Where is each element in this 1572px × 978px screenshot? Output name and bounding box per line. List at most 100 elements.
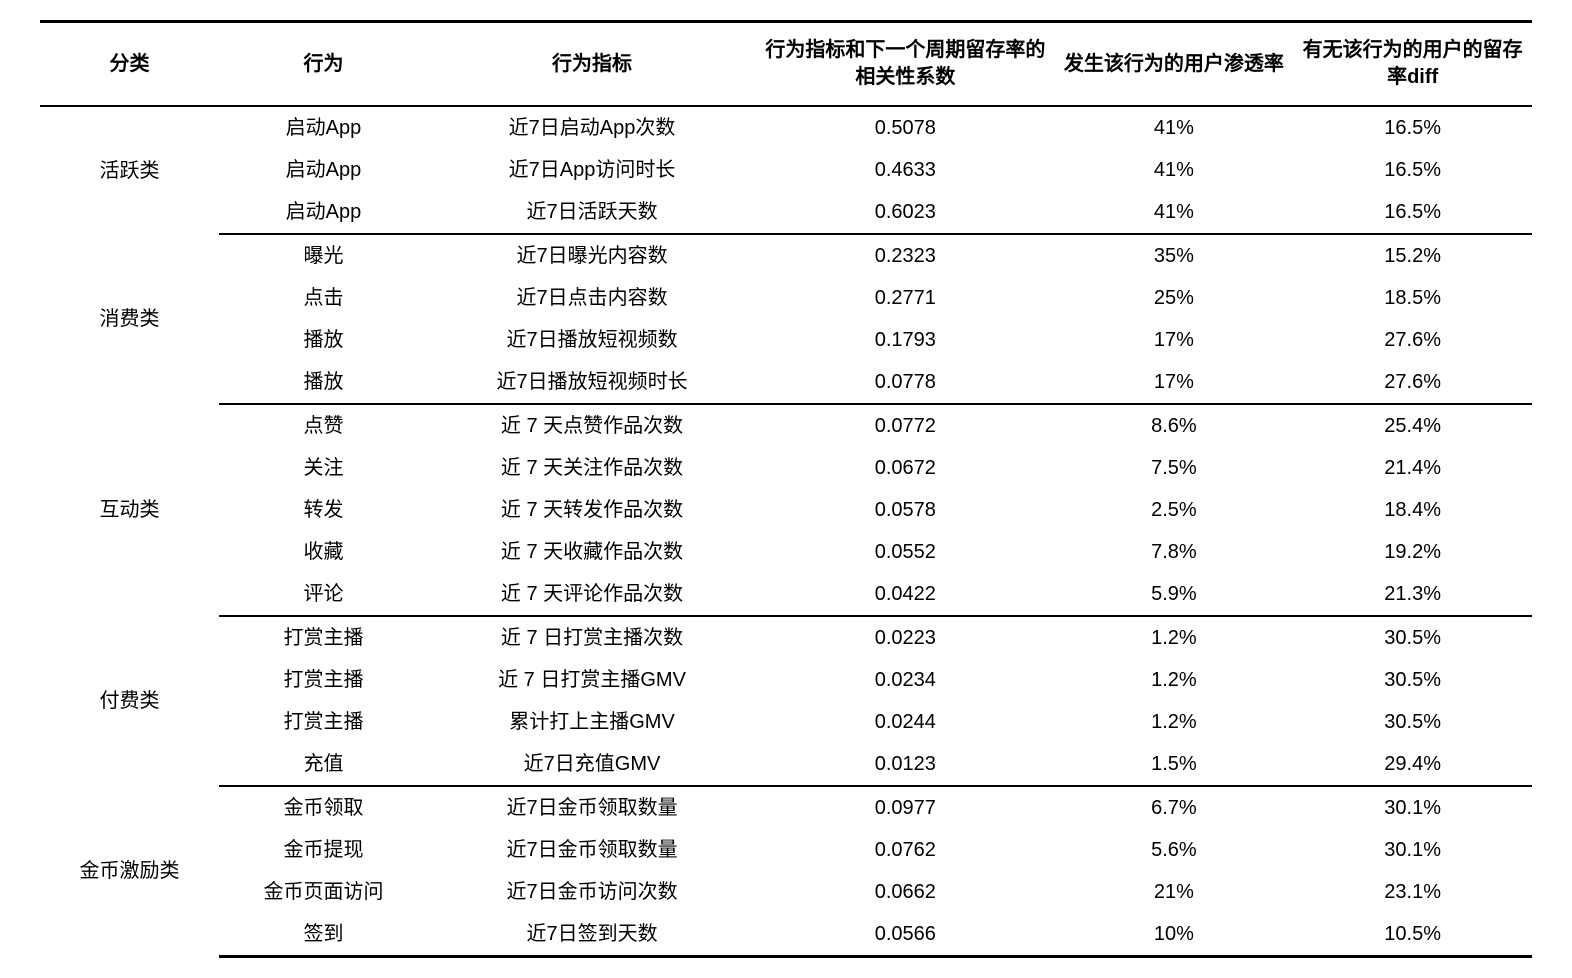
penetration-cell: 2.5% [1055, 489, 1294, 531]
table-row: 启动App近7日活跃天数0.602341%16.5% [40, 191, 1532, 234]
diff-cell: 30.1% [1293, 786, 1532, 829]
indicator-cell: 累计打上主播GMV [428, 701, 756, 743]
table-row: 播放近7日播放短视频时长0.077817%27.6% [40, 361, 1532, 404]
penetration-cell: 7.5% [1055, 447, 1294, 489]
penetration-cell: 10% [1055, 913, 1294, 957]
col-header-category: 分类 [40, 22, 219, 107]
indicator-cell: 近7日金币访问次数 [428, 871, 756, 913]
indicator-cell: 近7日播放短视频时长 [428, 361, 756, 404]
indicator-cell: 近 7 天评论作品次数 [428, 573, 756, 616]
penetration-cell: 8.6% [1055, 404, 1294, 447]
penetration-cell: 35% [1055, 234, 1294, 277]
behavior-cell: 启动App [219, 149, 428, 191]
behavior-cell: 关注 [219, 447, 428, 489]
indicator-cell: 近 7 天关注作品次数 [428, 447, 756, 489]
indicator-cell: 近7日活跃天数 [428, 191, 756, 234]
correlation-cell: 0.0552 [756, 531, 1054, 573]
metrics-table: 分类 行为 行为指标 行为指标和下一个周期留存率的相关性系数 发生该行为的用户渗… [40, 20, 1532, 958]
correlation-cell: 0.0778 [756, 361, 1054, 404]
correlation-cell: 0.0223 [756, 616, 1054, 659]
diff-cell: 21.3% [1293, 573, 1532, 616]
category-cell: 金币激励类 [40, 786, 219, 957]
behavior-cell: 曝光 [219, 234, 428, 277]
table-row: 消费类曝光近7日曝光内容数0.232335%15.2% [40, 234, 1532, 277]
diff-cell: 25.4% [1293, 404, 1532, 447]
behavior-cell: 签到 [219, 913, 428, 957]
behavior-cell: 启动App [219, 106, 428, 149]
indicator-cell: 近7日播放短视频数 [428, 319, 756, 361]
behavior-cell: 打赏主播 [219, 701, 428, 743]
penetration-cell: 25% [1055, 277, 1294, 319]
indicator-cell: 近7日曝光内容数 [428, 234, 756, 277]
behavior-cell: 充值 [219, 743, 428, 786]
correlation-cell: 0.0422 [756, 573, 1054, 616]
penetration-cell: 41% [1055, 149, 1294, 191]
correlation-cell: 0.2771 [756, 277, 1054, 319]
table-row: 启动App近7日App访问时长0.463341%16.5% [40, 149, 1532, 191]
indicator-cell: 近7日金币领取数量 [428, 829, 756, 871]
behavior-cell: 金币领取 [219, 786, 428, 829]
behavior-cell: 金币页面访问 [219, 871, 428, 913]
penetration-cell: 1.2% [1055, 701, 1294, 743]
table-row: 打赏主播累计打上主播GMV0.02441.2%30.5% [40, 701, 1532, 743]
penetration-cell: 21% [1055, 871, 1294, 913]
behavior-cell: 金币提现 [219, 829, 428, 871]
behavior-cell: 转发 [219, 489, 428, 531]
table-row: 评论近 7 天评论作品次数0.04225.9%21.3% [40, 573, 1532, 616]
indicator-cell: 近 7 天收藏作品次数 [428, 531, 756, 573]
diff-cell: 27.6% [1293, 361, 1532, 404]
correlation-cell: 0.6023 [756, 191, 1054, 234]
indicator-cell: 近7日启动App次数 [428, 106, 756, 149]
behavior-cell: 点击 [219, 277, 428, 319]
indicator-cell: 近7日金币领取数量 [428, 786, 756, 829]
table-row: 付费类打赏主播近 7 日打赏主播次数0.02231.2%30.5% [40, 616, 1532, 659]
category-cell: 互动类 [40, 404, 219, 616]
category-cell: 活跃类 [40, 106, 219, 234]
behavior-cell: 评论 [219, 573, 428, 616]
penetration-cell: 6.7% [1055, 786, 1294, 829]
indicator-cell: 近7日App访问时长 [428, 149, 756, 191]
table-row: 转发近 7 天转发作品次数0.05782.5%18.4% [40, 489, 1532, 531]
penetration-cell: 1.5% [1055, 743, 1294, 786]
correlation-cell: 0.0772 [756, 404, 1054, 447]
col-header-correlation: 行为指标和下一个周期留存率的相关性系数 [756, 22, 1054, 107]
table-row: 充值近7日充值GMV0.01231.5%29.4% [40, 743, 1532, 786]
indicator-cell: 近7日充值GMV [428, 743, 756, 786]
col-header-penetration: 发生该行为的用户渗透率 [1055, 22, 1294, 107]
diff-cell: 30.1% [1293, 829, 1532, 871]
indicator-cell: 近 7 日打赏主播GMV [428, 659, 756, 701]
correlation-cell: 0.0234 [756, 659, 1054, 701]
indicator-cell: 近 7 日打赏主播次数 [428, 616, 756, 659]
penetration-cell: 1.2% [1055, 659, 1294, 701]
table-row: 打赏主播近 7 日打赏主播GMV0.02341.2%30.5% [40, 659, 1532, 701]
correlation-cell: 0.4633 [756, 149, 1054, 191]
diff-cell: 30.5% [1293, 701, 1532, 743]
table-row: 收藏近 7 天收藏作品次数0.05527.8%19.2% [40, 531, 1532, 573]
table-row: 互动类点赞近 7 天点赞作品次数0.07728.6%25.4% [40, 404, 1532, 447]
diff-cell: 16.5% [1293, 149, 1532, 191]
penetration-cell: 5.6% [1055, 829, 1294, 871]
penetration-cell: 41% [1055, 191, 1294, 234]
correlation-cell: 0.0123 [756, 743, 1054, 786]
col-header-indicator: 行为指标 [428, 22, 756, 107]
correlation-cell: 0.0566 [756, 913, 1054, 957]
correlation-cell: 0.0762 [756, 829, 1054, 871]
indicator-cell: 近 7 天点赞作品次数 [428, 404, 756, 447]
table-row: 活跃类启动App近7日启动App次数0.507841%16.5% [40, 106, 1532, 149]
diff-cell: 19.2% [1293, 531, 1532, 573]
penetration-cell: 1.2% [1055, 616, 1294, 659]
table-row: 点击近7日点击内容数0.277125%18.5% [40, 277, 1532, 319]
behavior-cell: 点赞 [219, 404, 428, 447]
category-cell: 消费类 [40, 234, 219, 404]
penetration-cell: 41% [1055, 106, 1294, 149]
diff-cell: 15.2% [1293, 234, 1532, 277]
diff-cell: 10.5% [1293, 913, 1532, 957]
table-body: 活跃类启动App近7日启动App次数0.507841%16.5%启动App近7日… [40, 106, 1532, 957]
diff-cell: 16.5% [1293, 106, 1532, 149]
penetration-cell: 17% [1055, 361, 1294, 404]
col-header-diff: 有无该行为的用户的留存率diff [1293, 22, 1532, 107]
table-row: 播放近7日播放短视频数0.179317%27.6% [40, 319, 1532, 361]
penetration-cell: 7.8% [1055, 531, 1294, 573]
behavior-cell: 打赏主播 [219, 616, 428, 659]
correlation-cell: 0.0662 [756, 871, 1054, 913]
